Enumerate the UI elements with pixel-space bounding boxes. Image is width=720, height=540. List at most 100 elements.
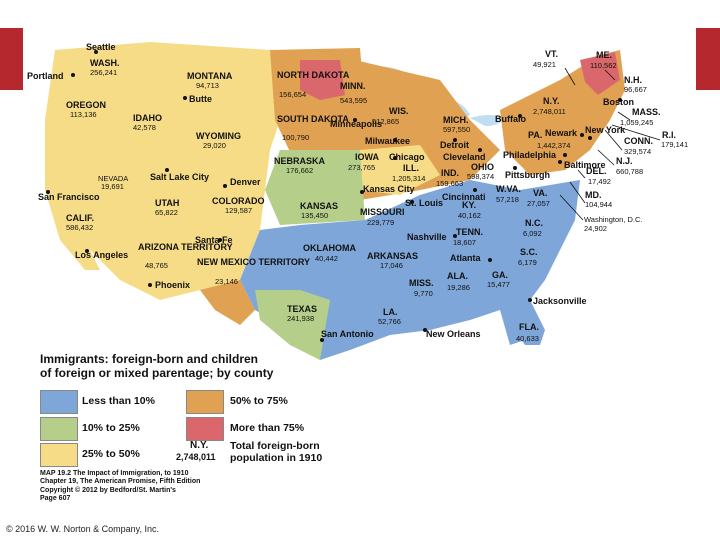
city-label: Milwaukee: [365, 136, 410, 146]
state-value: 273,765: [348, 163, 375, 172]
state-value: 49,921: [533, 60, 556, 69]
leader-line: [569, 181, 586, 204]
leader-lines: [559, 67, 661, 221]
city-dot: [423, 328, 427, 332]
state-value: 329,574: [624, 147, 651, 156]
state-value: 110,562: [590, 61, 617, 70]
state-label: GA.: [492, 270, 508, 280]
leader-line: [604, 69, 616, 81]
city-label: Buffalo: [495, 114, 526, 124]
state-value: 65,822: [155, 208, 178, 217]
legend-swatch-more-75: [186, 417, 224, 441]
state-label: MONTANA: [187, 71, 233, 81]
city-label: New York: [585, 125, 626, 135]
state-label: OREGON: [66, 100, 106, 110]
state-label: NORTH DAKOTA: [277, 70, 350, 80]
region-midwest-south: [360, 145, 440, 195]
leader-line: [611, 124, 661, 141]
state-label: CONN.: [624, 136, 653, 146]
state-value: 6,092: [523, 229, 542, 238]
state-label: PA.: [528, 130, 542, 140]
state-label: MISS.: [409, 278, 434, 288]
legend-title: Immigrants: foreign-born and children of…: [40, 352, 330, 380]
state-value: 24,902: [584, 224, 607, 233]
state-value: 27,057: [527, 199, 550, 208]
city-dot: [473, 188, 477, 192]
state-label: WIS.: [389, 106, 409, 116]
state-value: 135,450: [301, 211, 328, 220]
city-label: Los Angeles: [75, 250, 128, 260]
state-value: 113,136: [70, 110, 97, 119]
state-label: N.Y.: [543, 96, 560, 106]
state-value: 40,442: [315, 254, 338, 263]
city-dot: [223, 184, 227, 188]
state-value: 40,162: [458, 211, 481, 220]
state-label: MD.: [585, 190, 602, 200]
state-value: 1,059,245: [620, 118, 653, 127]
legend-swatch-25-50: [40, 443, 78, 467]
lake-erie: [470, 115, 505, 126]
state-value: 6,179: [518, 258, 537, 267]
state-label: COLORADO: [212, 196, 265, 206]
state-value: 1,442,374: [537, 141, 570, 150]
state-value: 598,374: [467, 172, 494, 181]
city-dot: [558, 160, 562, 164]
state-label: MICH.: [443, 115, 469, 125]
legend-swatch-50-75: [186, 390, 224, 414]
caption-line1: MAP 19.2 The Impact of Immigration, to 1…: [40, 470, 189, 477]
caption-line4: Page 607: [40, 495, 71, 503]
state-label: MINN.: [340, 81, 366, 91]
city-dot: [618, 98, 622, 102]
state-value: 57,218: [496, 195, 519, 204]
legend-sample-text-line1: Total foreign-born: [230, 440, 320, 452]
legend-title-line2: of foreign or mixed parentage; by county: [40, 366, 274, 380]
legend-swatch-10-25: [40, 417, 78, 441]
region-florida: [505, 300, 545, 345]
state-value: 100,790: [282, 133, 309, 142]
caption-line3: Copyright © 2012 by Bedford/St. Martin's: [40, 486, 176, 494]
state-label: IND.: [441, 168, 459, 178]
state-label: N.C.: [525, 218, 543, 228]
city-dot: [46, 190, 50, 194]
legend-swatch-less-10: [40, 390, 78, 414]
leader-line: [577, 169, 586, 179]
state-value: 17,046: [380, 261, 403, 270]
state-label: S.C.: [520, 247, 538, 257]
city-dot: [478, 148, 482, 152]
region-central-plains: [265, 150, 365, 225]
legend-label: 25% to 50%: [82, 448, 140, 460]
state-value: 18,607: [453, 238, 476, 247]
state-label: WYOMING: [196, 131, 241, 141]
state-value: 52,766: [378, 317, 401, 326]
region-border: [200, 280, 255, 325]
city-dot: [85, 249, 89, 253]
city-dot: [320, 338, 324, 342]
city-label: San Antonio: [321, 329, 374, 339]
map-caption: MAP 19.2 The Impact of Immigration, to 1…: [40, 470, 240, 504]
city-dot: [528, 298, 532, 302]
state-value: 512,865: [372, 117, 399, 126]
state-label: Washington, D.C.: [584, 215, 643, 224]
state-label: LA.: [383, 307, 398, 317]
state-label: IOWA: [355, 152, 379, 162]
legend-label: 10% to 25%: [82, 422, 140, 434]
state-value: 94,713: [196, 81, 219, 90]
state-value: 256,241: [90, 68, 117, 77]
state-label: UTAH: [155, 198, 179, 208]
city-dot: [588, 136, 592, 140]
state-value: 29,020: [203, 141, 226, 150]
city-dot: [353, 118, 357, 122]
region-new-england-red: [580, 52, 620, 95]
state-label: MASS.: [632, 107, 661, 117]
legend-title-line1: Immigrants: foreign-born and children: [40, 352, 259, 366]
copyright-notice: © 2016 W. W. Norton & Company, Inc.: [6, 524, 160, 534]
state-value: 104,944: [585, 200, 612, 209]
leader-line: [604, 129, 623, 151]
state-value: 96,667: [624, 85, 647, 94]
city-label: Cleveland: [443, 152, 486, 162]
legend-sample-number: 2,748,011: [176, 452, 216, 462]
state-label: VA.: [533, 188, 547, 198]
state-value: 176,662: [286, 166, 313, 175]
state-label: MISSOURI: [360, 207, 405, 217]
